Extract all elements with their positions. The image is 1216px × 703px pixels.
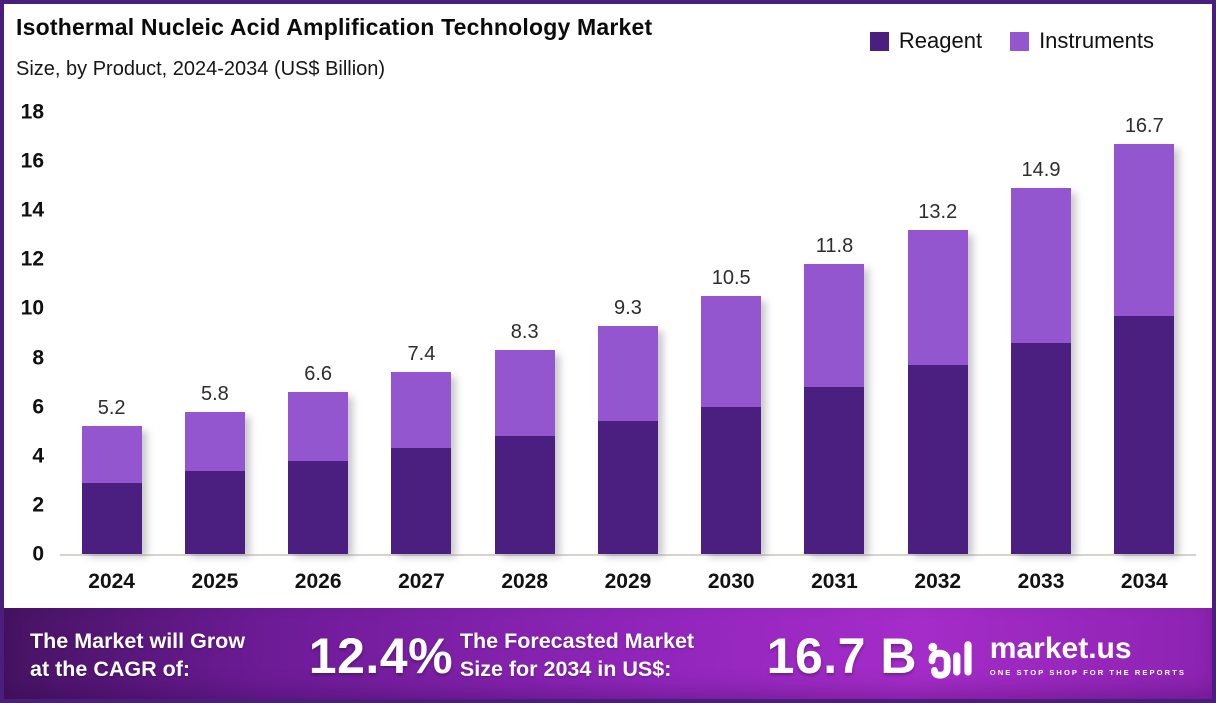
x-axis-label: 2026 xyxy=(294,570,342,593)
bar-segment-instruments xyxy=(288,391,349,461)
stacked-bar xyxy=(804,264,865,554)
instruments-swatch-icon xyxy=(1010,31,1030,51)
x-axis-label: 2029 xyxy=(604,570,652,593)
bar-group: 10.5 xyxy=(680,112,783,554)
x-axis-label: 2028 xyxy=(501,570,549,593)
bar-group: 6.6 xyxy=(267,112,370,554)
bar-total-label: 16.7 xyxy=(1124,114,1164,137)
bar-segment-instruments xyxy=(804,264,865,388)
bar-segment-reagent xyxy=(494,436,555,554)
bar-segment-instruments xyxy=(701,296,762,407)
stacked-bar xyxy=(701,296,762,554)
bar-segment-instruments xyxy=(391,372,452,449)
bar-group: 14.9 xyxy=(989,112,1092,554)
bar-segment-instruments xyxy=(1114,143,1175,316)
bar-total-label: 13.2 xyxy=(918,200,958,223)
y-axis-tick-label: 0 xyxy=(32,542,44,566)
bar-segment-reagent xyxy=(1011,342,1072,554)
x-axis-label: 2024 xyxy=(88,570,135,593)
x-axis-label: 2027 xyxy=(398,570,445,593)
x-axis: 2024 2025 2026 2027 2028 2029 2030 2031 2032 2033… xyxy=(60,570,1196,594)
chart-subtitle: Size, by Product, 2024-2034 (US$ Billion… xyxy=(16,58,386,80)
bar-segment-reagent xyxy=(391,448,452,554)
y-axis-tick-label: 18 xyxy=(20,100,44,124)
legend-item-reagent: Reagent xyxy=(869,28,983,54)
bar-segment-instruments xyxy=(597,325,658,422)
cagr-label: The Market will Grow at the CAGR of: xyxy=(30,628,246,681)
bar-segment-instruments xyxy=(81,426,142,483)
stacked-bar xyxy=(81,426,142,554)
stacked-bar xyxy=(494,350,555,554)
market-us-logo: market.us ONE STOP SHOP FOR THE REPORTS xyxy=(924,632,1186,680)
bar-total-label: 5.8 xyxy=(200,382,229,405)
brand-name: market.us xyxy=(989,632,1132,665)
stacked-bar xyxy=(288,391,349,554)
stacked-bar xyxy=(184,411,245,554)
y-axis-tick-label: 12 xyxy=(20,247,44,271)
bar-group: 9.3 xyxy=(576,112,679,554)
stacked-bar xyxy=(907,229,968,554)
forecast-label: The Forecasted Market Size for 2034 in U… xyxy=(459,628,695,681)
bar-segment-reagent xyxy=(1114,315,1175,554)
y-axis-tick-label: 2 xyxy=(32,493,44,517)
y-axis-tick-label: 14 xyxy=(20,198,44,222)
y-axis: 0 2 4 6 8 10 12 14 16 18 xyxy=(0,102,52,565)
x-axis-label: 2025 xyxy=(191,570,239,593)
footer-banner: The Market will Grow at the CAGR of: 12.… xyxy=(0,608,1216,703)
cagr-value: 12.4% xyxy=(308,627,454,684)
reagent-swatch-icon xyxy=(869,31,889,51)
brand-tagline: ONE STOP SHOP FOR THE REPORTS xyxy=(989,668,1186,677)
bar-group: 13.2 xyxy=(886,112,989,554)
bar-total-label: 10.5 xyxy=(711,267,751,290)
bar-segment-instruments xyxy=(494,350,555,437)
bar-segment-instruments xyxy=(184,411,245,471)
bar-group: 11.8 xyxy=(783,112,886,554)
bar-segment-reagent xyxy=(597,421,658,554)
legend-label-instruments: Instruments xyxy=(1039,28,1154,53)
y-axis-tick-label: 8 xyxy=(32,346,44,370)
bar-segment-reagent xyxy=(184,470,245,554)
stacked-bar xyxy=(1011,188,1072,554)
bar-group: 16.7 xyxy=(1093,112,1196,554)
plot-area: 5.2 5.8 6.6 7.4 8.3 9.3 10.5 11.8 13.2 14.9 16.7 xyxy=(60,112,1196,556)
bar-total-label: 6.6 xyxy=(304,362,333,385)
y-axis-tick-label: 16 xyxy=(20,149,44,173)
bar-total-label: 11.8 xyxy=(815,235,854,258)
y-axis-tick-label: 4 xyxy=(32,444,44,468)
bar-group: 8.3 xyxy=(473,112,576,554)
legend-item-instruments: Instruments xyxy=(1010,28,1154,54)
bar-group: 7.4 xyxy=(370,112,473,554)
brand-text: market.us ONE STOP SHOP FOR THE REPORTS xyxy=(989,632,1186,678)
bar-segment-reagent xyxy=(804,387,865,554)
bar-group: 5.8 xyxy=(163,112,266,554)
bar-segment-instruments xyxy=(1011,188,1072,343)
legend-label-reagent: Reagent xyxy=(898,28,983,53)
bar-group: 5.2 xyxy=(60,112,163,554)
bar-segment-reagent xyxy=(81,482,142,554)
y-axis-tick-label: 10 xyxy=(20,296,44,320)
x-axis-label: 2033 xyxy=(1017,570,1065,593)
x-axis-label: 2031 xyxy=(811,570,858,593)
stacked-bar xyxy=(1114,143,1175,554)
market-us-logo-icon xyxy=(928,640,972,679)
bar-segment-reagent xyxy=(288,460,349,554)
x-axis-label: 2030 xyxy=(707,570,755,593)
bar-segment-reagent xyxy=(907,364,968,554)
y-axis-tick-label: 6 xyxy=(32,395,44,419)
stacked-bar xyxy=(597,325,658,554)
bar-total-label: 9.3 xyxy=(614,296,642,319)
x-axis-label: 2034 xyxy=(1120,570,1168,593)
stacked-bar xyxy=(391,372,452,554)
bar-total-label: 7.4 xyxy=(407,343,436,366)
bar-total-label: 8.3 xyxy=(510,321,539,344)
bar-total-label: 5.2 xyxy=(97,397,126,420)
chart-title: Isothermal Nucleic Acid Amplification Te… xyxy=(16,14,653,40)
bar-segment-instruments xyxy=(907,229,968,365)
bar-segment-reagent xyxy=(701,406,762,554)
legend: Reagent Instruments xyxy=(869,28,1154,54)
forecast-value: 16.7 B xyxy=(766,627,917,684)
x-axis-label: 2032 xyxy=(914,570,962,593)
bar-total-label: 14.9 xyxy=(1021,159,1061,182)
